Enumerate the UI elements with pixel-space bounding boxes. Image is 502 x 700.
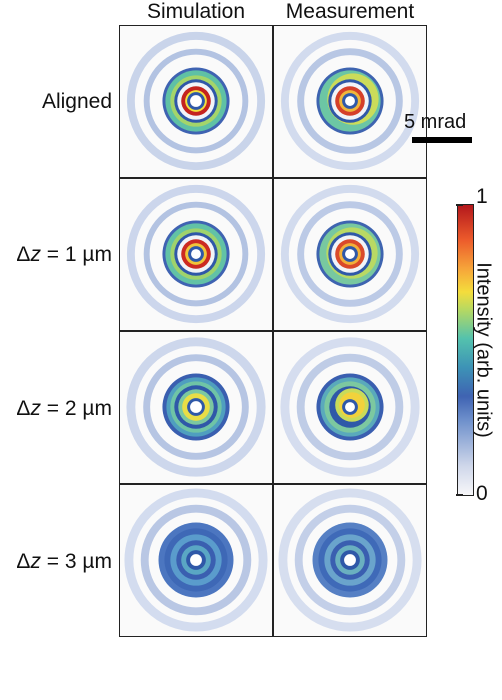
colorbar-tick-min bbox=[456, 494, 463, 496]
panel-simulation-aligned bbox=[119, 25, 273, 178]
row-label-aligned: Aligned bbox=[41, 90, 112, 113]
colorbar-min-label: 0 bbox=[476, 482, 488, 505]
panel-measurement-dz3 bbox=[273, 484, 427, 637]
row-label-dz1: Δz = 1 µm bbox=[16, 243, 112, 266]
panel-simulation-dz1 bbox=[119, 178, 273, 331]
colorbar-title: Intensity (arb. units) bbox=[472, 262, 495, 438]
row-label-dz3: Δz = 3 µm bbox=[16, 550, 112, 573]
panel-simulation-dz2 bbox=[119, 331, 273, 484]
scale-bar bbox=[412, 137, 472, 143]
row-label-dz2: Δz = 2 µm bbox=[16, 397, 112, 420]
intensity-colorbar bbox=[457, 204, 474, 496]
panel-simulation-dz3 bbox=[119, 484, 273, 637]
column-header-simulation: Simulation bbox=[146, 0, 246, 23]
panel-measurement-aligned bbox=[273, 25, 427, 178]
colorbar-tick-max bbox=[456, 204, 463, 206]
column-header-measurement: Measurement bbox=[285, 0, 415, 23]
scale-bar-label: 5 mrad bbox=[404, 111, 467, 133]
panel-measurement-dz2 bbox=[273, 331, 427, 484]
panel-measurement-dz1 bbox=[273, 178, 427, 331]
colorbar-max-label: 1 bbox=[476, 185, 488, 208]
